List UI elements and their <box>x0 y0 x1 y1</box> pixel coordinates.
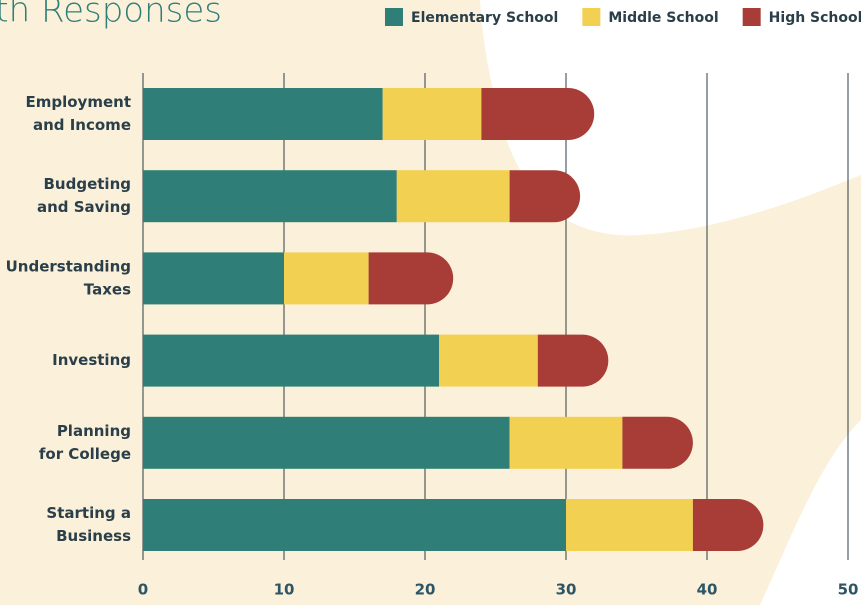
y-tick-label: Employment <box>26 93 132 111</box>
legend-label: Middle School <box>608 10 718 26</box>
y-tick-label: for College <box>39 445 131 463</box>
bar-segment <box>692 499 764 551</box>
bar-segment <box>284 252 369 305</box>
legend-swatch <box>742 8 761 26</box>
bar-segment <box>396 170 510 223</box>
x-tick-label: 30 <box>556 581 577 599</box>
bar-segment <box>143 170 397 223</box>
y-tick-label: Planning <box>57 422 131 440</box>
background-blob <box>480 0 861 236</box>
bar-segment <box>537 334 609 387</box>
bar-segment <box>143 416 510 469</box>
legend-swatch <box>582 8 601 26</box>
y-tick-label: and Income <box>33 116 131 134</box>
x-tick-label: 20 <box>415 581 436 599</box>
x-tick-label: 50 <box>838 581 859 599</box>
legend-label: Elementary School <box>411 10 558 26</box>
y-tick-label: Budgeting <box>44 175 132 193</box>
bar-segment <box>439 334 538 387</box>
bar-segment <box>143 499 566 551</box>
bar-segment <box>382 88 482 140</box>
bar-segment <box>622 416 693 469</box>
y-tick-label: Business <box>56 527 131 545</box>
x-tick-label: 40 <box>697 581 718 599</box>
legend-swatch <box>385 8 403 26</box>
y-tick-label: Understanding <box>6 257 131 275</box>
bar-segment <box>509 416 623 469</box>
legend-label: High School <box>769 10 861 26</box>
background-blob <box>760 420 861 605</box>
bar-segment <box>481 88 595 140</box>
bar-segment <box>143 88 383 140</box>
chart-title: Youth Responses <box>0 0 222 31</box>
bar-segment <box>368 252 454 305</box>
bar-segment <box>143 334 440 387</box>
bar-segment <box>143 252 284 305</box>
bar-segment <box>566 499 693 551</box>
y-tick-label: Taxes <box>84 280 131 298</box>
y-tick-label: and Saving <box>37 198 131 216</box>
y-tick-label: Investing <box>52 351 131 369</box>
x-tick-label: 0 <box>138 581 148 599</box>
y-tick-label: Starting a <box>46 504 131 522</box>
bar-segment <box>509 170 581 223</box>
x-tick-label: 10 <box>274 581 295 599</box>
